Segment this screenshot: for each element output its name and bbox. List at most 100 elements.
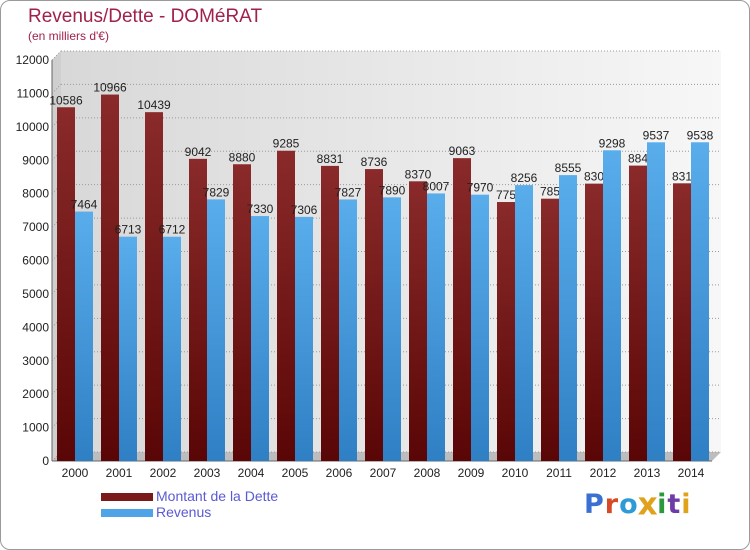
revenue-bar (207, 199, 225, 461)
x-tick-label: 2011 (546, 466, 572, 480)
debt-bar (409, 181, 427, 462)
y-tick-label: 8000 (22, 187, 49, 201)
y-tick-label: 10000 (16, 120, 50, 134)
chart-title: Revenus/Dette - DOMéRAT (28, 6, 263, 27)
debt-bar (233, 164, 251, 461)
debt-value-label: 9285 (273, 137, 300, 151)
gridline-side (51, 50, 62, 61)
legend-swatch-revenue (101, 509, 153, 517)
y-tick-label: 7000 (22, 220, 49, 234)
revenue-value-label: 6712 (159, 223, 186, 237)
revenue-value-label: 7890 (379, 183, 406, 197)
revenue-bar (471, 194, 489, 461)
y-tick-label: 1000 (22, 421, 49, 435)
gridline-side (51, 84, 62, 94)
debt-bar (673, 183, 691, 461)
debt-value-label: 9063 (449, 144, 476, 158)
x-tick-label: 2008 (414, 466, 441, 480)
x-tick-label: 2009 (458, 466, 485, 480)
logo-letter: i (657, 489, 668, 520)
logo-letter: x (637, 486, 659, 523)
debt-value-label: 884 (628, 152, 648, 166)
revenue-bar (339, 199, 357, 461)
revenue-bar (295, 216, 313, 461)
debt-bar (145, 112, 163, 461)
debt-bar (321, 165, 339, 462)
legend-swatch-debt (101, 493, 153, 501)
y-tick-label: 5000 (22, 287, 49, 301)
revenue-value-label: 8256 (511, 171, 538, 185)
logo-letter: t (667, 489, 682, 520)
y-tick-label: 0 (42, 454, 49, 468)
debt-value-label: 10586 (49, 93, 83, 107)
debt-bar (497, 202, 515, 462)
logo-letter: o (619, 489, 639, 520)
x-tick-label: 2013 (634, 466, 661, 480)
revenue-value-label: 7829 (203, 185, 230, 199)
revenue-bar (427, 193, 445, 462)
revenue-bar (691, 142, 709, 461)
revenue-value-label: 9538 (687, 128, 714, 142)
gridline-side (51, 351, 62, 362)
debt-bar (453, 158, 471, 461)
revenue-value-label: 7827 (335, 185, 362, 199)
debt-bar (57, 107, 75, 462)
gridline-side (51, 117, 62, 128)
debt-value-label: 785 (540, 185, 560, 199)
gridline-side (51, 418, 62, 428)
revenue-bar (515, 185, 533, 461)
x-tick-label: 2002 (150, 466, 177, 480)
x-tick-label: 2010 (502, 466, 529, 480)
debt-value-label: 8736 (361, 155, 388, 169)
x-tick-label: 2006 (326, 466, 353, 480)
revenue-value-label: 7330 (247, 202, 274, 216)
debt-bar (629, 165, 647, 461)
debt-bar (189, 158, 207, 461)
x-tick-label: 2003 (194, 466, 221, 480)
revenue-value-label: 7306 (291, 203, 318, 217)
revenue-value-label: 8555 (555, 161, 582, 175)
legend-label-debt: Montant de la Dette (156, 488, 278, 504)
y-tick-label: 12000 (16, 53, 50, 67)
y-tick-label: 4000 (22, 320, 49, 334)
revenue-bar (251, 216, 269, 461)
gridline-side (51, 384, 62, 395)
debt-bar (365, 169, 383, 461)
x-tick-label: 2001 (106, 466, 133, 480)
revenue-bar (603, 150, 621, 461)
debt-value-label: 10966 (93, 81, 127, 95)
revenue-value-label: 7970 (467, 181, 494, 195)
x-tick-label: 2004 (238, 466, 265, 480)
debt-bar (101, 94, 119, 462)
x-tick-label: 2005 (282, 466, 309, 480)
proxiti-logo: Proxiti (584, 486, 692, 523)
debt-value-label: 831 (672, 169, 692, 183)
debt-value-label: 775 (496, 188, 516, 202)
y-tick-label: 6000 (22, 254, 49, 268)
debt-bar (277, 150, 295, 461)
debt-bar (585, 183, 603, 461)
revenue-bar (75, 211, 93, 461)
debt-bar (541, 198, 559, 461)
revenue-value-label: 8007 (423, 179, 450, 193)
revenue-bar (383, 197, 401, 461)
y-tick-label: 3000 (22, 354, 49, 368)
logo-letter: P (584, 489, 605, 520)
gridline-side (51, 217, 62, 228)
y-tick-label: 2000 (22, 387, 49, 401)
debt-value-label: 830 (584, 170, 604, 184)
x-tick-label: 2014 (678, 466, 705, 480)
logo-letter: r (604, 489, 620, 520)
gridline-side (51, 284, 62, 295)
revenue-bar (559, 175, 577, 461)
legend-label-revenue: Revenus (156, 504, 211, 520)
debt-value-label: 10439 (137, 98, 171, 112)
x-tick-label: 2012 (590, 466, 617, 480)
gridline-side (51, 451, 62, 462)
revenue-bar (119, 236, 137, 461)
debt-value-label: 8831 (317, 152, 344, 166)
gridline-side (51, 150, 62, 161)
x-tick-label: 2007 (370, 466, 397, 480)
